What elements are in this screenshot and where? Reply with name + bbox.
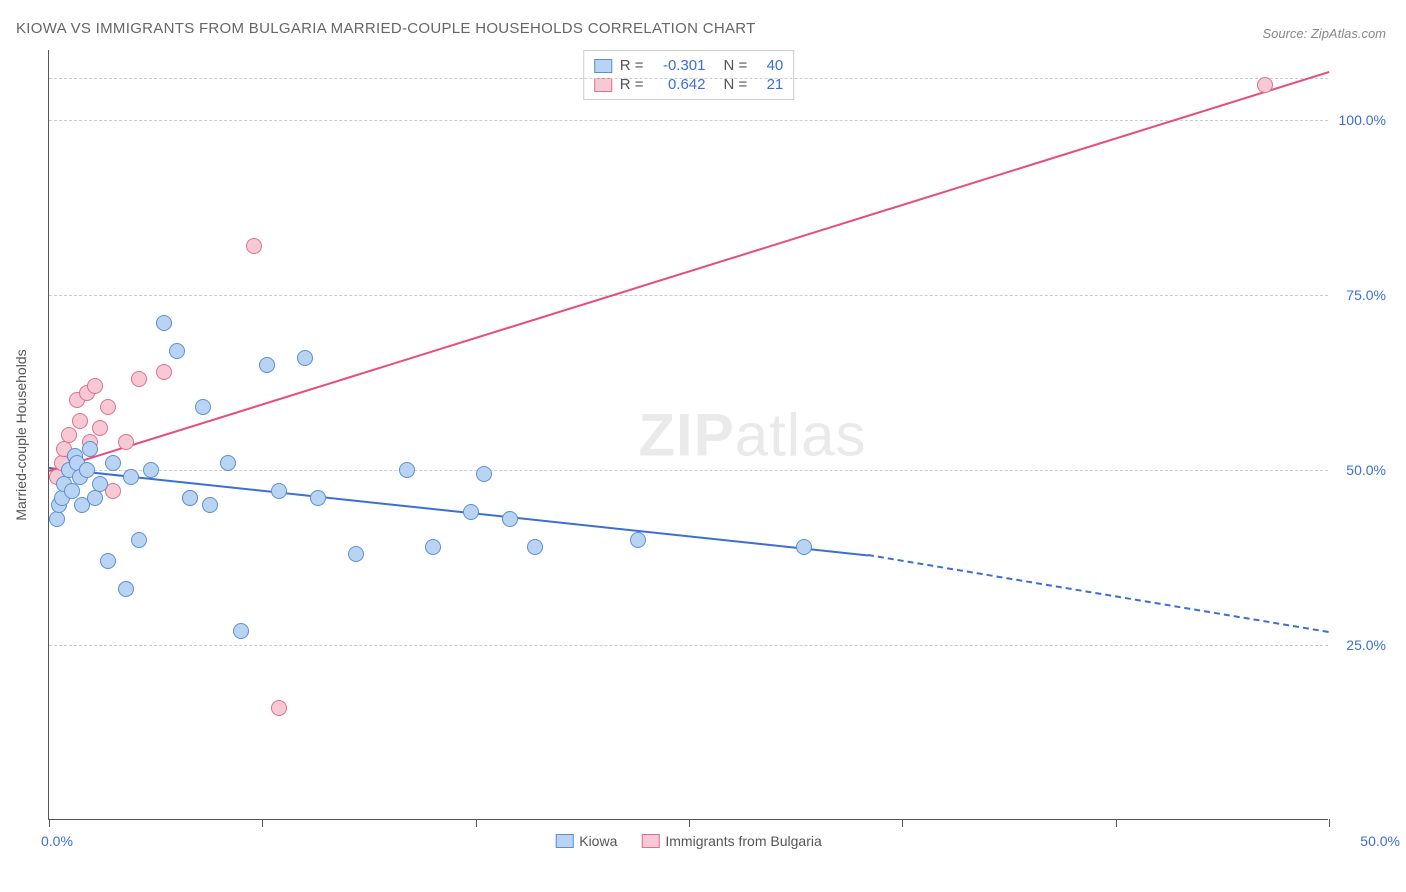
legend-swatch — [594, 78, 612, 92]
data-point — [92, 476, 108, 492]
data-point — [82, 441, 98, 457]
trend-line — [868, 554, 1329, 633]
legend-series: Kiowa Immigrants from Bulgaria — [555, 833, 822, 849]
data-point — [463, 504, 479, 520]
legend-correlation: R =-0.301N =40R =0.642N =21 — [583, 50, 795, 100]
x-tick — [1116, 819, 1117, 827]
legend-series-label: Kiowa — [579, 833, 617, 849]
chart-title: KIOWA VS IMMIGRANTS FROM BULGARIA MARRIE… — [16, 20, 756, 37]
y-tick-label: 50.0% — [1346, 462, 1386, 478]
data-point — [100, 553, 116, 569]
x-tick — [689, 819, 690, 827]
legend-swatch — [641, 834, 659, 848]
data-point — [220, 455, 236, 471]
data-point — [271, 483, 287, 499]
legend-series-item: Immigrants from Bulgaria — [641, 833, 821, 849]
gridline-h — [49, 120, 1328, 121]
data-point — [310, 490, 326, 506]
data-point — [297, 350, 313, 366]
data-point — [100, 399, 116, 415]
data-point — [156, 315, 172, 331]
data-point — [425, 539, 441, 555]
data-point — [1257, 77, 1273, 93]
legend-n-value: 40 — [755, 57, 783, 74]
trend-line — [49, 467, 868, 556]
legend-swatch — [555, 834, 573, 848]
x-tick — [49, 819, 50, 827]
data-point — [118, 581, 134, 597]
watermark: ZIPatlas — [638, 400, 866, 469]
data-point — [156, 364, 172, 380]
data-point — [61, 427, 77, 443]
data-point — [79, 462, 95, 478]
legend-swatch — [594, 59, 612, 73]
data-point — [796, 539, 812, 555]
data-point — [87, 378, 103, 394]
data-point — [271, 700, 287, 716]
source-label: Source: ZipAtlas.com — [1262, 26, 1386, 41]
data-point — [348, 546, 364, 562]
trend-line — [49, 71, 1330, 472]
data-point — [246, 238, 262, 254]
data-point — [64, 483, 80, 499]
plot-area: Married-couple Households ZIPatlas R =-0… — [48, 50, 1328, 820]
data-point — [399, 462, 415, 478]
data-point — [49, 511, 65, 527]
data-point — [502, 511, 518, 527]
data-point — [182, 490, 198, 506]
x-tick — [476, 819, 477, 827]
data-point — [169, 343, 185, 359]
gridline-h — [49, 295, 1328, 296]
legend-series-label: Immigrants from Bulgaria — [665, 833, 821, 849]
data-point — [476, 466, 492, 482]
data-point — [195, 399, 211, 415]
x-tick-label-min: 0.0% — [41, 833, 73, 849]
x-tick — [262, 819, 263, 827]
data-point — [527, 539, 543, 555]
y-tick-label: 100.0% — [1339, 112, 1386, 128]
x-tick-label-max: 50.0% — [1360, 833, 1400, 849]
data-point — [143, 462, 159, 478]
data-point — [92, 420, 108, 436]
gridline-h — [49, 470, 1328, 471]
y-axis-label: Married-couple Households — [13, 349, 29, 520]
gridline-h — [49, 78, 1328, 79]
data-point — [630, 532, 646, 548]
data-point — [131, 371, 147, 387]
data-point — [118, 434, 134, 450]
legend-n-label: N = — [724, 57, 748, 74]
data-point — [233, 623, 249, 639]
x-tick — [1329, 819, 1330, 827]
legend-correlation-row: R = -0.301 N = 40 — [594, 57, 784, 74]
data-point — [123, 469, 139, 485]
x-tick — [902, 819, 903, 827]
legend-series-item: Kiowa — [555, 833, 617, 849]
data-point — [72, 413, 88, 429]
watermark-light: atlas — [735, 401, 867, 468]
data-point — [105, 455, 121, 471]
data-point — [259, 357, 275, 373]
data-point — [202, 497, 218, 513]
watermark-bold: ZIP — [638, 401, 734, 468]
y-tick-label: 25.0% — [1346, 637, 1386, 653]
gridline-h — [49, 645, 1328, 646]
data-point — [87, 490, 103, 506]
y-tick-label: 75.0% — [1346, 287, 1386, 303]
legend-r-value: -0.301 — [652, 57, 706, 74]
data-point — [131, 532, 147, 548]
legend-r-label: R = — [620, 57, 644, 74]
